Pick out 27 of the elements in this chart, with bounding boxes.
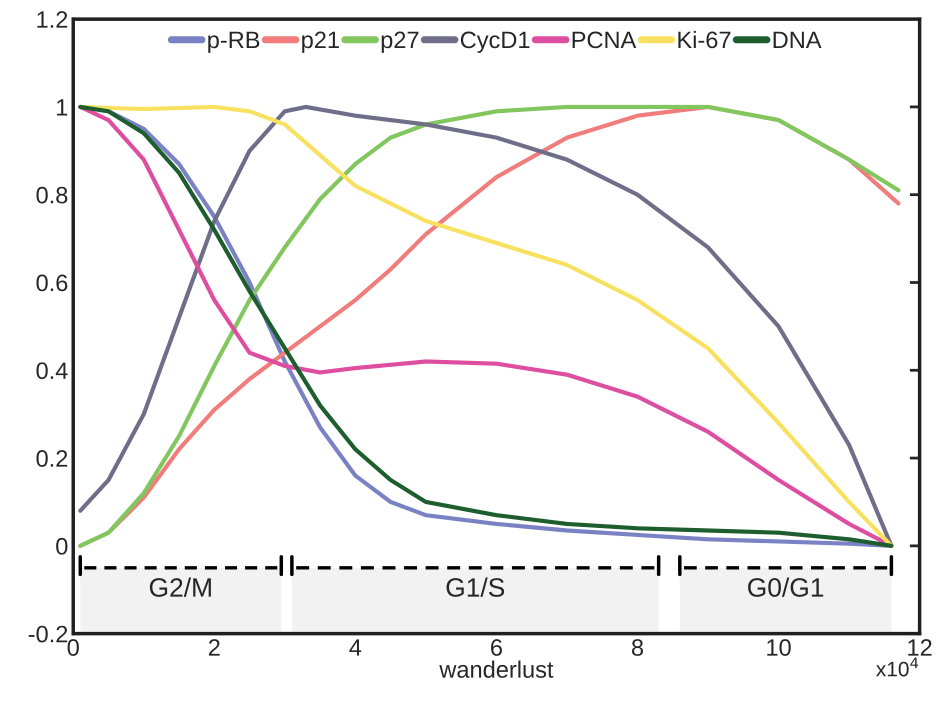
y-tick-label: 0.4 <box>36 362 68 380</box>
legend-label: CycD1 <box>460 32 530 53</box>
y-tick-label: 1 <box>57 99 68 116</box>
legend-label: Ki-67 <box>678 30 730 48</box>
band-label: G0/G1 <box>748 577 824 597</box>
y-tick-label: -0.2 <box>28 626 68 642</box>
y-tick-label: 0.8 <box>36 186 68 204</box>
x-tick-label: 10 <box>767 639 791 656</box>
x-tick-label: 6 <box>491 639 502 656</box>
x-tick-label: 4 <box>349 639 362 656</box>
legend-label: p21 <box>302 32 339 53</box>
legend-label: DNA <box>774 32 822 48</box>
band-label: G1/S <box>446 577 504 597</box>
x-axis-title: wanderlust <box>439 660 554 678</box>
y-tick-label: 0.2 <box>36 450 68 467</box>
y-tick-label: 0 <box>56 538 68 555</box>
y-tick-label: 0.6 <box>36 274 68 292</box>
y-tick-label: 1.2 <box>37 11 68 28</box>
x-tick-label: 2 <box>208 639 220 656</box>
legend-label: PCNA <box>572 32 636 48</box>
x-tick-label: 0 <box>68 639 79 656</box>
x-tick-label: 8 <box>632 639 644 656</box>
text: x10$^{4}$ <box>876 658 918 676</box>
legend-label: p-RB <box>208 32 260 53</box>
band-label: G2/M <box>150 577 211 597</box>
x-tick-label: 12 <box>908 639 932 656</box>
legend-label: p27 <box>382 32 418 53</box>
